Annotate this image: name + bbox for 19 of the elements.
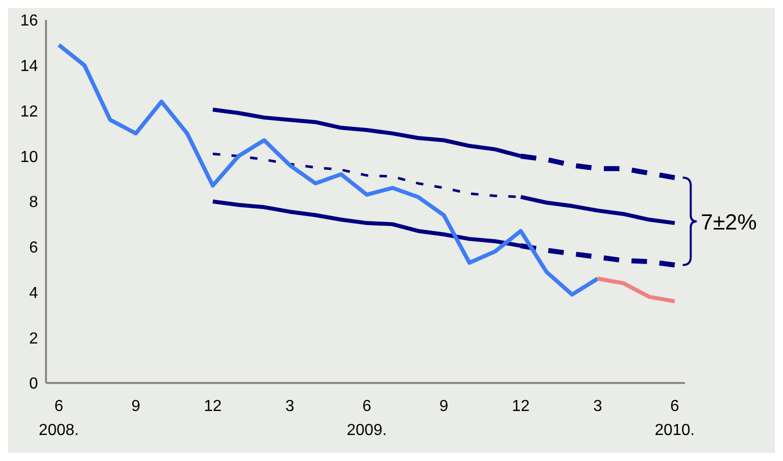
x-tick-label: 6 2010. xyxy=(654,398,695,439)
y-tick-label: 2 xyxy=(29,330,38,348)
x-tick-label: 3 xyxy=(285,398,294,415)
y-tick-label: 6 xyxy=(29,240,38,257)
x-tick-label: 6 2009. xyxy=(346,398,387,439)
x-tick-label: 12 xyxy=(204,398,222,415)
y-tick-label: 16 xyxy=(20,12,38,30)
x-tick-label: 12 xyxy=(512,398,530,415)
x-tick-label: 9 xyxy=(439,398,448,415)
x-tick-label: 3 xyxy=(593,398,602,415)
y-tick-label: 14 xyxy=(20,58,38,76)
x-tick-label: 6 2008. xyxy=(38,398,79,439)
y-tick-label: 4 xyxy=(29,284,38,302)
y-tick-label: 10 xyxy=(20,148,38,166)
text: 7±2% xyxy=(700,209,757,234)
y-tick-label: 12 xyxy=(20,103,38,120)
x-tick-label: 9 xyxy=(131,398,140,415)
y-tick-label: 0 xyxy=(29,376,38,393)
y-tick-label: 8 xyxy=(29,194,38,212)
